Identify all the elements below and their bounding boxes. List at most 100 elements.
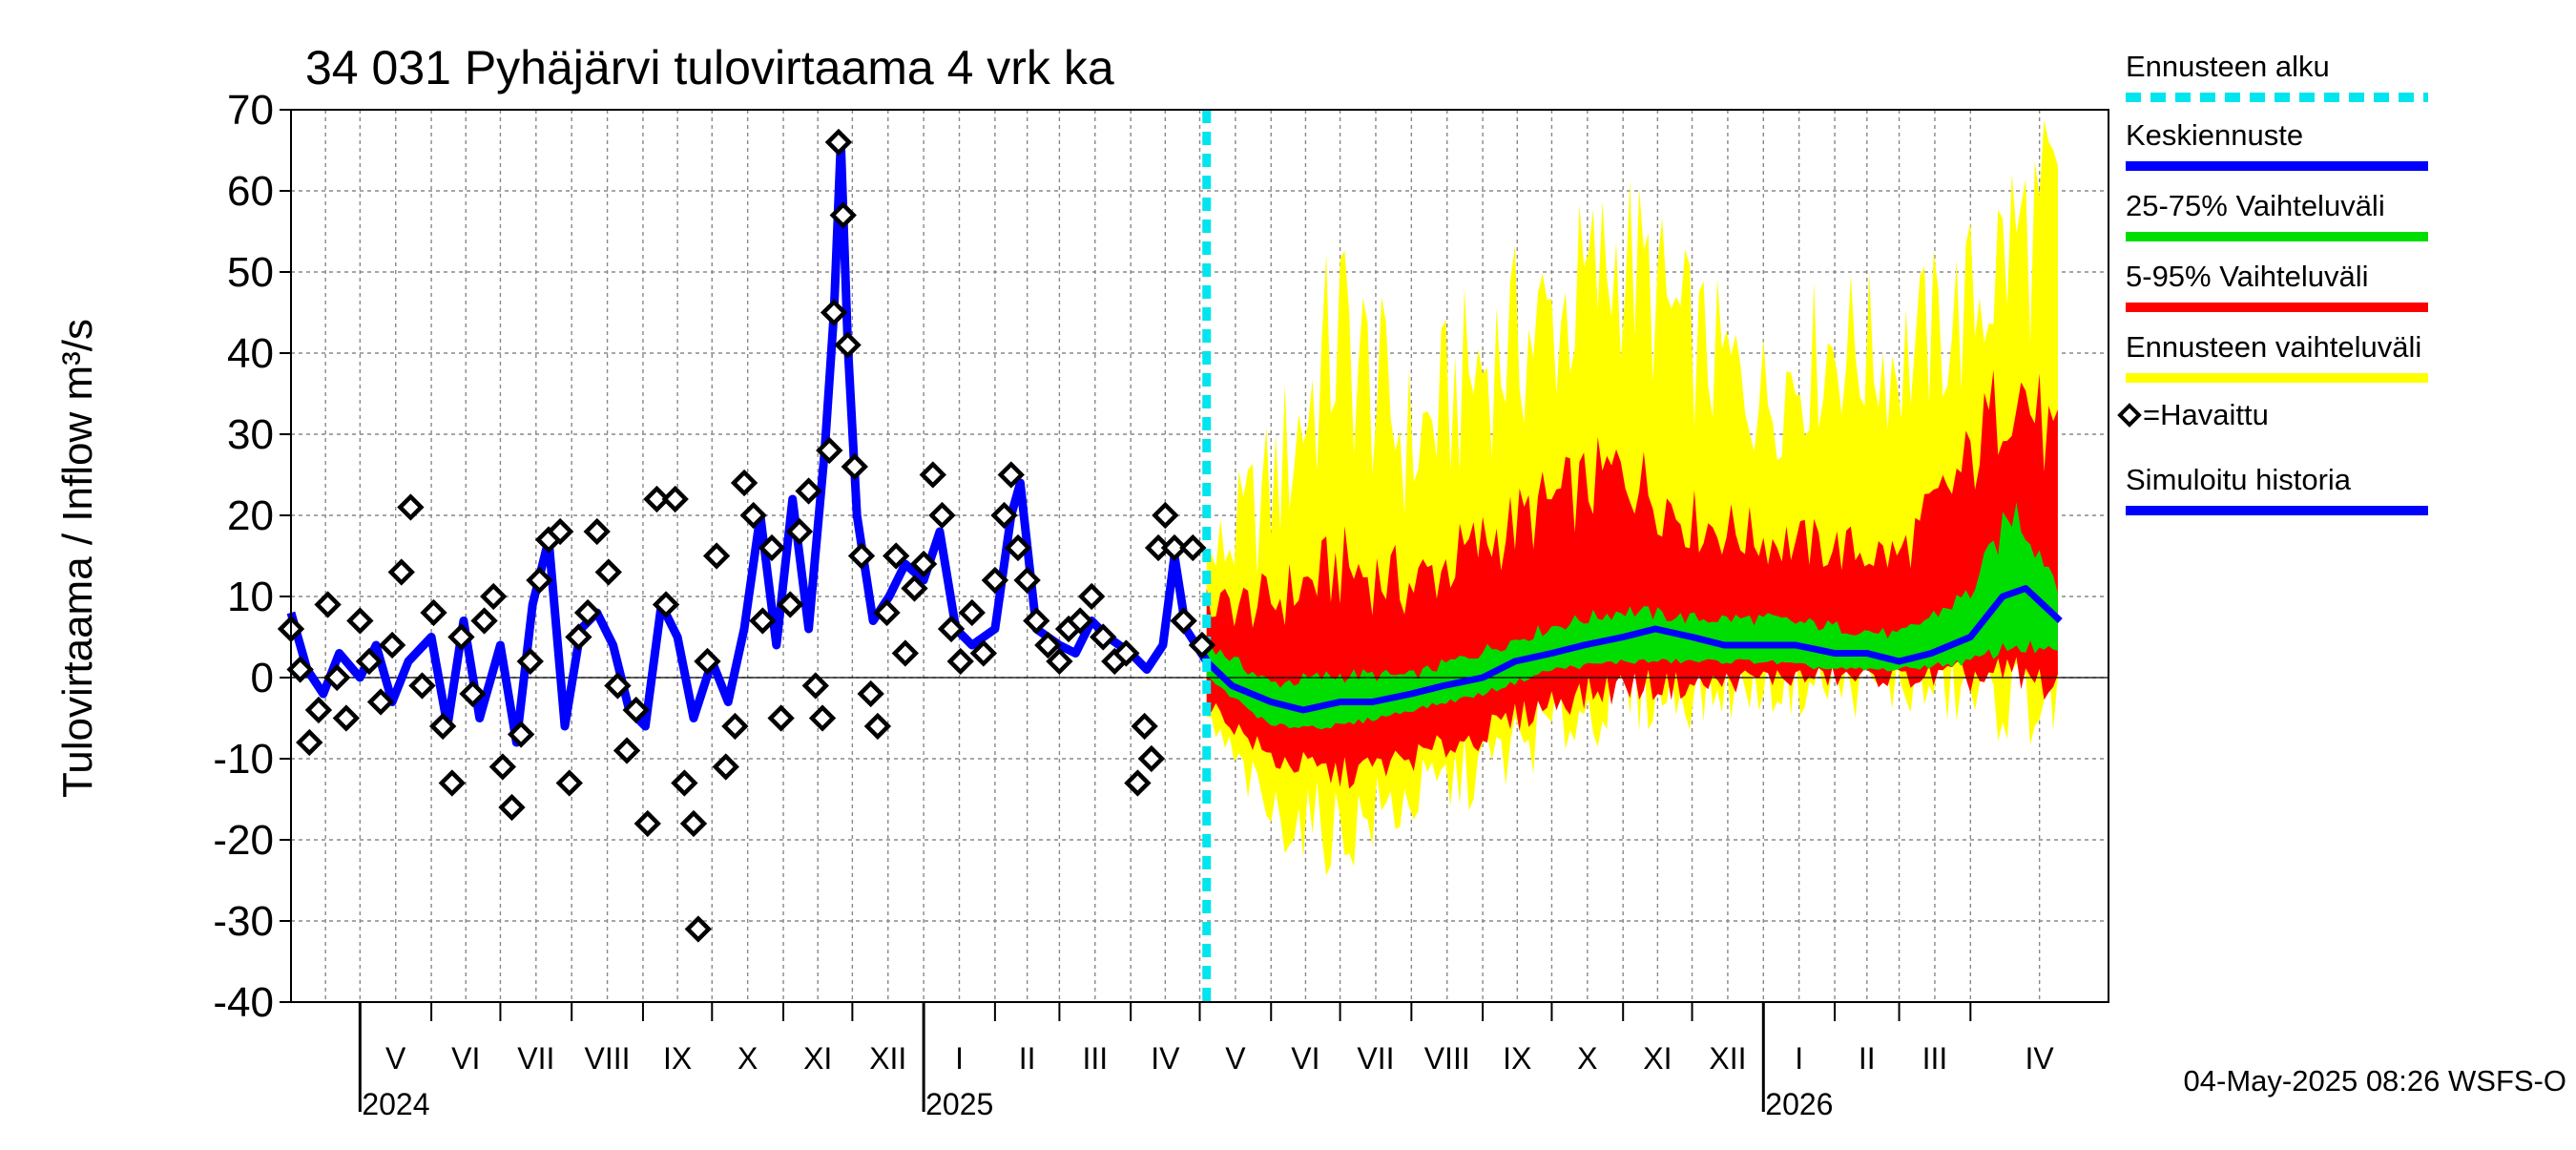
legend-label: 25-75% Vaihteluväli <box>2126 189 2385 222</box>
year-label: 2025 <box>925 1087 993 1121</box>
forecast-bands <box>1206 119 2058 876</box>
chart-title: 34 031 Pyhäjärvi tulovirtaama 4 vrk ka <box>305 41 1114 94</box>
month-label: III <box>1082 1041 1108 1076</box>
observed-point <box>702 542 731 570</box>
y-tick-label: 70 <box>227 87 274 134</box>
observed-point <box>480 582 508 611</box>
observed-point <box>555 769 583 797</box>
y-tick-label: -40 <box>213 979 274 1026</box>
observed-point <box>546 517 574 546</box>
observed-point <box>1090 623 1117 651</box>
y-tick-label: 10 <box>227 574 274 620</box>
observed-point <box>447 623 475 651</box>
observed-point <box>758 533 786 562</box>
observed-point <box>829 201 857 229</box>
observed-point <box>816 436 843 465</box>
observed-point <box>1179 533 1207 562</box>
legend-label: 5-95% Vaihteluväli <box>2126 260 2368 293</box>
month-label: XI <box>803 1041 832 1076</box>
observed-point <box>594 558 622 586</box>
month-label: II <box>1019 1041 1036 1076</box>
observed-point <box>1077 582 1106 611</box>
observed-point <box>304 696 333 724</box>
observed-point <box>366 688 395 716</box>
observed-point <box>314 591 342 618</box>
observed-point <box>488 753 517 781</box>
observed-point <box>507 721 535 748</box>
legend-label: =Havaittu <box>2143 398 2269 431</box>
y-tick-label: 20 <box>227 492 274 539</box>
observed-point <box>470 607 498 635</box>
y-tick-label: -20 <box>213 817 274 864</box>
month-label: VIII <box>585 1041 631 1076</box>
legend-label: Ennusteen vaihteluväli <box>2126 330 2421 364</box>
observed-point <box>712 753 739 781</box>
observed-point <box>841 452 868 481</box>
observed-point <box>613 737 641 764</box>
legend-label: Simuloitu historia <box>2126 463 2352 496</box>
25-75-band <box>1206 502 2058 730</box>
observed-point <box>420 598 447 627</box>
observed-point <box>459 680 487 708</box>
observed-point <box>928 501 956 530</box>
observed-point <box>355 647 384 676</box>
month-label: VI <box>451 1041 480 1076</box>
y-tick-label: -10 <box>213 736 274 783</box>
month-label: X <box>1577 1041 1597 1076</box>
month-label: V <box>1225 1041 1246 1076</box>
observed-point <box>981 566 1009 595</box>
observed-point <box>573 598 602 627</box>
observed-point <box>901 575 928 602</box>
observed-point <box>969 639 998 667</box>
observed-point <box>749 607 777 635</box>
observed-point <box>583 517 611 546</box>
y-axis-label: Tulovirtaama / Inflow m³/s <box>54 319 101 798</box>
observed-point <box>1152 501 1179 530</box>
observed-point <box>795 477 822 505</box>
legend: Ennusteen alku Keskiennuste 25-75% Vaihtel… <box>2117 50 2428 515</box>
month-label: V <box>385 1041 406 1076</box>
month-label: IX <box>663 1041 692 1076</box>
observed-point <box>1137 744 1166 773</box>
observed-point <box>438 769 466 797</box>
observed-point <box>428 712 457 741</box>
observed-point <box>857 680 884 708</box>
observed-point <box>671 769 698 797</box>
legend-marker <box>2117 403 2142 428</box>
observed-point <box>777 591 804 618</box>
y-tick-label: 40 <box>227 330 274 377</box>
observed-point <box>387 558 415 586</box>
observed-point <box>990 501 1018 530</box>
year-label: 2026 <box>1765 1087 1833 1121</box>
observed-point <box>1013 566 1041 595</box>
observed-markers <box>277 128 1216 943</box>
observed-point <box>565 623 592 651</box>
observed-point <box>652 591 680 618</box>
observed-point <box>346 607 374 635</box>
observed-point <box>408 672 436 700</box>
observed-point <box>694 647 721 676</box>
observed-point <box>516 647 544 676</box>
year-label: 2024 <box>362 1087 429 1121</box>
observed-point <box>958 598 986 627</box>
observed-point <box>883 542 910 570</box>
month-label: VII <box>517 1041 554 1076</box>
observed-point <box>634 809 661 838</box>
observed-point <box>824 128 853 157</box>
observed-point <box>801 672 829 700</box>
observed-point <box>1112 639 1140 667</box>
observed-point <box>684 915 712 943</box>
y-tick-label: 30 <box>227 411 274 458</box>
footer-timestamp: 04-May-2025 08:26 WSFS-O <box>2184 1064 2566 1098</box>
month-label: XI <box>1643 1041 1672 1076</box>
observed-point <box>847 542 876 570</box>
observed-point <box>679 809 708 838</box>
month-label: I <box>955 1041 964 1076</box>
observed-point <box>785 517 814 546</box>
observed-point <box>1004 533 1032 562</box>
observed-point <box>332 704 361 732</box>
month-label: VII <box>1357 1041 1394 1076</box>
forecast-mean-line <box>1204 585 2063 714</box>
month-label: X <box>737 1041 758 1076</box>
